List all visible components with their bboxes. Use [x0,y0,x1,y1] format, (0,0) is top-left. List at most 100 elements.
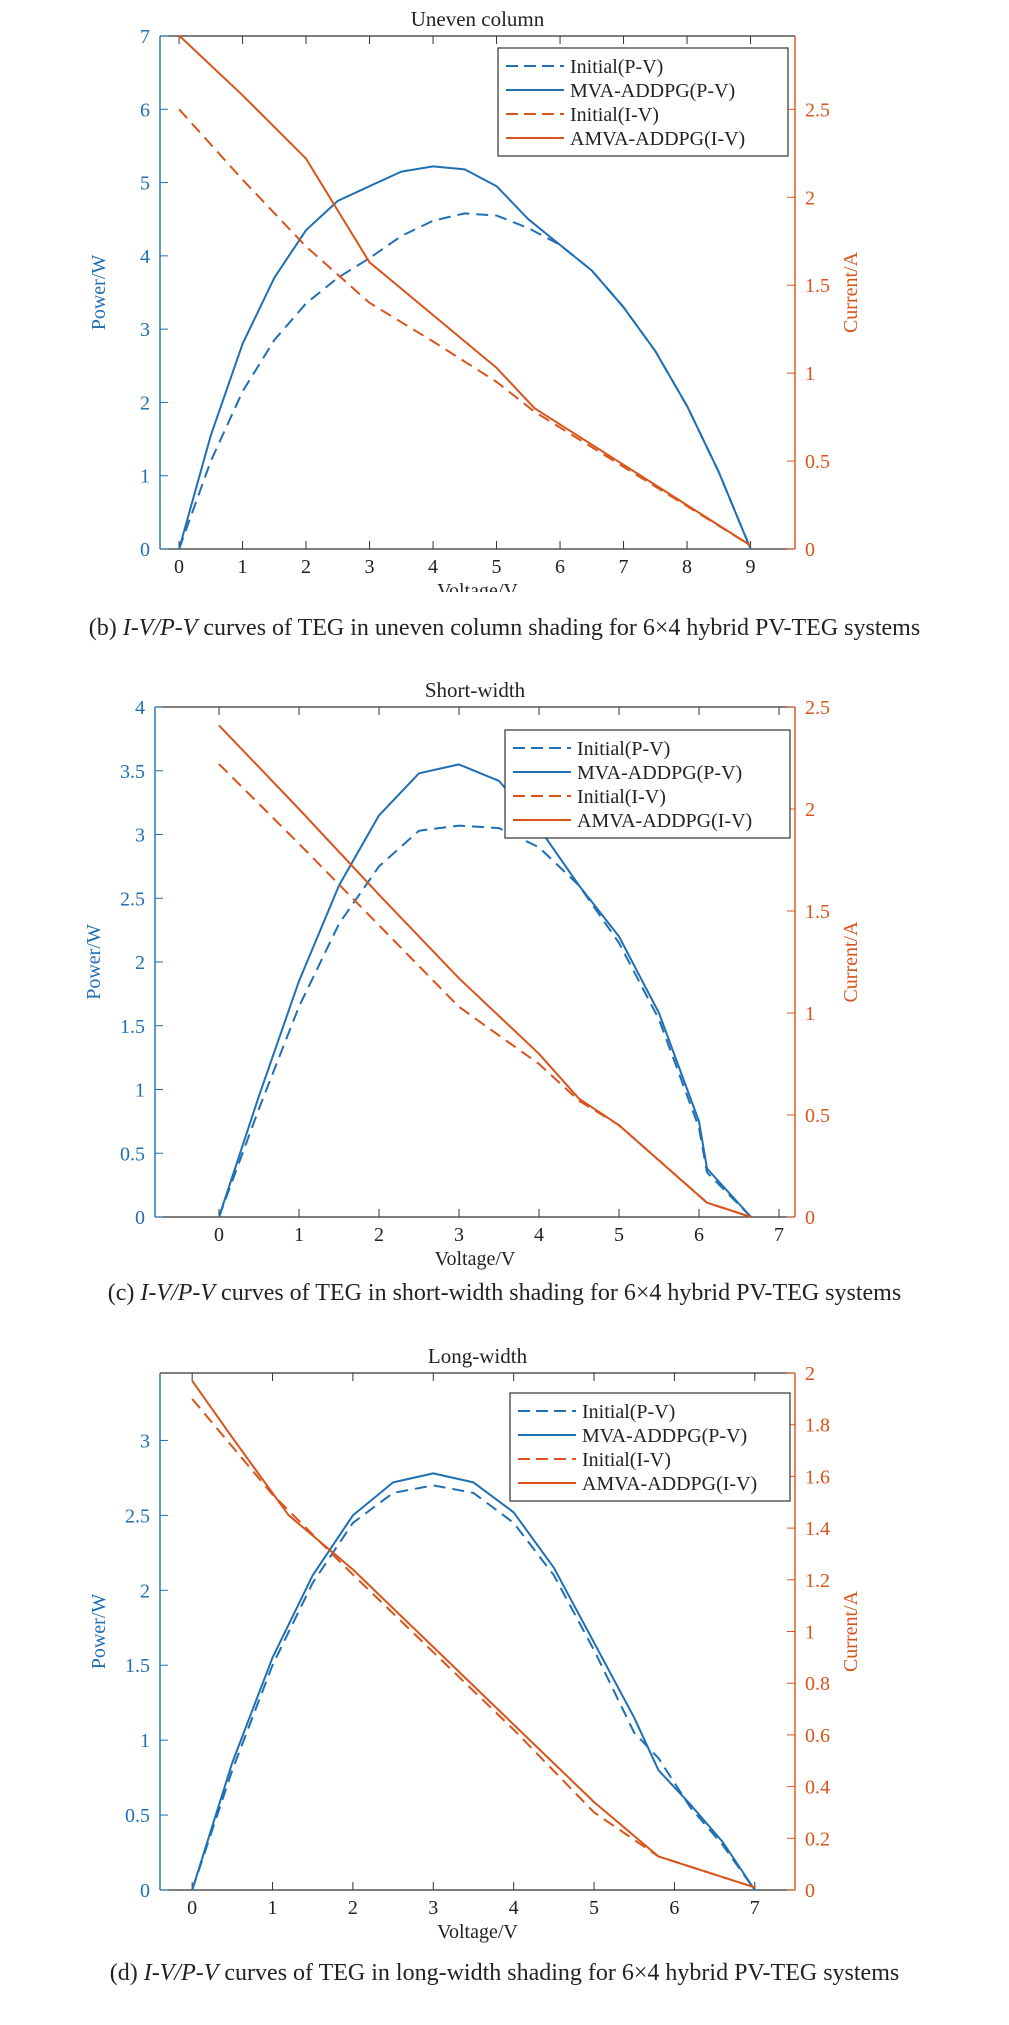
series-line-0 [178,212,752,550]
legend: Initial(P-V)MVA-ADDPG(P-V)Initial(I-V)AM… [504,729,791,839]
y-tick-label-left: 7 [140,26,150,48]
x-tick-label: 1 [294,1224,304,1246]
y-tick-label-left: 3 [140,319,150,341]
legend: Initial(P-V)MVA-ADDPG(P-V)Initial(I-V)AM… [509,1392,791,1502]
legend-entry: MVA-ADDPG(P-V) [582,1425,747,1447]
chart-panel-c: Short-width 0 1 2 3 4 5 6 7 0 0.5 1 1.5 2 2.5 3 3.5 4 0 0.5… [0,680,1009,1275]
legend-entry: MVA-ADDPG(P-V) [577,762,742,784]
legend-entry: MVA-ADDPG(P-V) [570,80,735,102]
y-axis-label-left: Power/W [88,1594,110,1670]
x-tick-label: 5 [589,1897,599,1919]
y-tick-label-left: 1.5 [125,1655,150,1677]
y-tick-label-left: 2 [135,952,145,974]
legend-entry: Initial(I-V) [570,104,659,126]
y-tick-label-left: 4 [135,697,145,719]
x-tick-label: 3 [428,1897,438,1919]
x-tick-label: 4 [509,1897,519,1919]
x-tick-label: 1 [238,556,248,578]
y-tick-label-right: 0.5 [805,1105,830,1127]
y-tick-label-right: 2.5 [805,697,830,719]
y-tick-label-right: 1.2 [805,1570,830,1592]
series-line-1 [178,165,752,550]
x-tick-label: 2 [348,1897,358,1919]
y-tick-label-right: 0.5 [805,451,830,473]
y-tick-label-left: 0 [140,539,150,561]
x-tick-label: 3 [365,556,375,578]
chart-uneven-column: Uneven column 0 1 2 3 4 5 6 7 8 9 0 1 2 3 4 5 6 7 0 0.5 1 1.5 2… [88,7,862,592]
caption-d: (d) I-V/P-V curves of TEG in long-width … [0,1957,1009,1989]
legend-entry: Initial(P-V) [582,1401,675,1423]
legend-entry: Initial(I-V) [582,1449,671,1471]
legend: Initial(P-V)MVA-ADDPG(P-V)Initial(I-V)AM… [497,47,789,157]
y-tick-label-left: 0 [140,1880,150,1902]
series-line-3 [191,1380,756,1889]
legend-entry: AMVA-ADDPG(I-V) [582,1473,757,1495]
y-tick-label-right: 2.5 [805,99,830,121]
y-tick-label-right: 1 [805,1622,815,1644]
x-tick-label: 2 [301,556,311,578]
caption-text: curves of TEG in uneven column shading f… [203,615,921,641]
y-tick-label-left: 4 [140,246,150,268]
y-tick-label-left: 2 [140,392,150,414]
x-tick-label: 1 [268,1897,278,1919]
y-tick-label-right: 1 [805,363,815,385]
x-axis-label: Voltage/V [435,1248,516,1270]
chart-panel-d: Long-width 0 1 2 3 4 5 6 7 0 0.5 1 1.5 2 2.5 3 0 0.2 0.4 0.… [0,1343,1009,1945]
x-axis-label: Voltage/V [437,580,518,592]
y-axis-label-right: Current/A [840,251,862,333]
y-tick-label-right: 0.4 [805,1777,830,1799]
y-tick-label-right: 0.8 [805,1673,830,1695]
y-tick-label-left: 0.5 [120,1143,145,1165]
y-tick-label-right: 1 [805,1003,815,1025]
y-axis-label-left: Power/W [88,255,110,331]
chart-title: Short-width [425,680,526,702]
legend-entry: AMVA-ADDPG(I-V) [570,128,745,150]
legend-entry: Initial(P-V) [577,738,670,760]
y-tick-label-right: 1.4 [805,1518,830,1540]
y-tick-label-right: 1.6 [805,1466,830,1488]
y-tick-label-left: 3 [140,1430,150,1452]
chart-long-width: Long-width 0 1 2 3 4 5 6 7 0 0.5 1 1.5 2 2.5 3 0 0.2 0.4 0.… [88,1344,862,1943]
x-tick-label: 0 [187,1897,197,1919]
y-tick-label-right: 2 [805,1363,815,1385]
y-tick-label-left: 1 [140,1730,150,1752]
x-tick-label: 2 [374,1224,384,1246]
y-tick-label-right: 0 [805,1880,815,1902]
caption-curves: I-V/P-V [122,615,198,641]
series-line-3 [178,34,752,547]
y-tick-label-left: 3 [135,825,145,847]
caption-label: (b) [88,615,117,641]
x-tick-label: 7 [750,1897,760,1919]
y-tick-label-left: 5 [140,173,150,195]
y-tick-label-right: 2 [805,187,815,209]
series-line-1 [191,1472,756,1891]
caption-label: (d) [109,1960,138,1986]
x-tick-label: 7 [619,556,629,578]
y-tick-label-right: 1.5 [805,901,830,923]
series-line-2 [178,108,752,547]
caption-curves: I-V/P-V [143,1960,219,1986]
x-tick-label: 0 [214,1224,224,1246]
y-tick-label-left: 1 [135,1080,145,1102]
x-tick-label: 0 [174,556,184,578]
caption-curves: I-V/P-V [140,1280,216,1306]
y-axis-label-left: Power/W [83,924,105,1000]
y-tick-label-right: 1.5 [805,275,830,297]
caption-text: curves of TEG in long-width shading for … [224,1960,900,1986]
chart-panel-b: Uneven column 0 1 2 3 4 5 6 7 8 9 0 1 2 3 4 5 6 7 0 0.5 1 1.5 2… [0,0,1009,592]
y-tick-label-left: 0.5 [125,1805,150,1827]
y-tick-label-left: 1 [140,466,150,488]
y-tick-label-left: 1.5 [120,1016,145,1038]
caption-c: (c) I-V/P-V curves of TEG in short-width… [0,1277,1009,1309]
x-tick-label: 7 [774,1224,784,1246]
x-axis-label: Voltage/V [437,1921,518,1943]
x-tick-label: 4 [534,1224,544,1246]
y-tick-label-left: 2 [140,1580,150,1602]
y-tick-label-left: 3.5 [120,761,145,783]
x-tick-label: 6 [669,1897,679,1919]
y-tick-label-right: 0 [805,539,815,561]
x-tick-label: 3 [454,1224,464,1246]
legend-entry: Initial(P-V) [570,56,663,78]
x-tick-label: 9 [746,556,756,578]
y-tick-label-left: 2.5 [125,1505,150,1527]
